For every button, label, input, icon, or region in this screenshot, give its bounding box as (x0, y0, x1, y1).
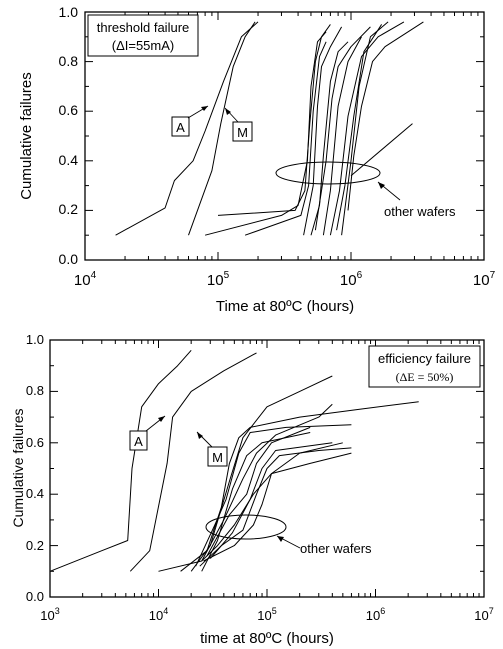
series-line-wafer (350, 123, 413, 177)
x-tick-label: 107 (473, 270, 496, 289)
other-wafers-ellipse (205, 514, 287, 540)
series-label-a: A (176, 120, 185, 135)
legend-title: efficiency failure (378, 351, 471, 366)
series-label-m: M (237, 125, 248, 140)
axis-ticks (49, 339, 484, 598)
series-line-wafer (206, 426, 311, 557)
y-tick-label: 0.2 (59, 201, 79, 217)
other-wafers-ellipse (275, 161, 381, 185)
series-line-wafer (195, 424, 352, 567)
x-tick-label: 106 (366, 606, 385, 623)
arrowhead (201, 106, 208, 111)
y-tick-label: 0.2 (26, 538, 44, 553)
series-line-wafer (303, 26, 343, 236)
series-label-box (171, 116, 190, 137)
legend-subtitle: (ΔI=55mA) (112, 38, 175, 53)
series-label-a: A (134, 434, 143, 449)
series-line-a (49, 349, 192, 572)
chart-threshold: 0.0 0.2 0.4 0.6 0.8 1.0 104 105 106 107 … (18, 4, 496, 315)
series-line-wafer (217, 24, 331, 216)
y-axis-title: Cumulative failures (10, 408, 26, 527)
series-line-m (188, 21, 256, 236)
legend-title: threshold failure (97, 20, 190, 35)
x-tick-label: 105 (257, 606, 276, 623)
y-tick-label: 0.4 (26, 486, 44, 501)
x-axis-title: Time at 80ºC (hours) (216, 298, 354, 315)
y-tick-label: 1.0 (26, 332, 44, 347)
x-tick-label: 107 (474, 606, 493, 623)
series-line-wafer (314, 26, 371, 231)
series-line-wafer (201, 432, 311, 572)
series-line-wafer (310, 41, 349, 236)
y-axis-title: Cumulative failures (18, 72, 35, 200)
x-tick-label: 105 (207, 270, 230, 289)
series-line-wafer (336, 24, 383, 231)
arrowhead (197, 432, 203, 439)
series-line-wafer (201, 403, 333, 562)
series-label-box (207, 446, 228, 467)
arrowhead (225, 108, 231, 115)
legend-subtitle: (ΔE = 50%) (396, 370, 454, 384)
x-tick-label: 103 (40, 606, 59, 623)
x-axis-title: time at 80ºC (hours) (200, 630, 334, 647)
series-line-wafer (329, 21, 405, 236)
series-line-wafer (204, 31, 327, 236)
x-tick-label: 104 (74, 270, 97, 289)
y-tick-label: 0.8 (59, 53, 79, 69)
x-tick-label: 104 (149, 606, 168, 623)
x-tick-label: 106 (340, 270, 363, 289)
arrowhead (277, 536, 284, 542)
series-label-box (129, 430, 148, 451)
series-line-wafer (209, 442, 333, 559)
y-tick-label: 0.0 (59, 251, 79, 267)
series-line-wafer (347, 21, 424, 211)
series-line-wafer (158, 442, 343, 572)
legend-box (87, 14, 199, 57)
series-group (49, 349, 419, 572)
series-line-wafer (199, 447, 352, 567)
series-group (115, 21, 424, 236)
y-tick-label: 0.6 (59, 102, 79, 118)
series-line-wafer (244, 41, 327, 236)
series-line-a (115, 21, 259, 236)
other-wafers-label: other wafers (300, 541, 372, 556)
series-line-wafer (341, 21, 389, 236)
legend-box (368, 345, 481, 388)
series-label-box (232, 121, 253, 142)
y-tick-label: 0.0 (26, 589, 44, 604)
y-tick-label: 0.6 (26, 435, 44, 450)
series-line-wafer (203, 452, 352, 562)
series-label-m: M (212, 450, 223, 465)
y-tick-label: 0.4 (59, 152, 79, 168)
series-line-wafer (322, 36, 362, 236)
series-line-wafer (180, 401, 419, 572)
series-line-m (129, 352, 257, 572)
y-tick-label: 0.8 (26, 383, 44, 398)
y-tick-label: 1.0 (59, 4, 79, 20)
other-wafers-label: other wafers (384, 204, 456, 219)
chart-efficiency: 0.0 0.2 0.4 0.6 0.8 1.0 103 104 105 106 … (10, 332, 494, 647)
arrowhead (158, 416, 165, 422)
arrowhead (378, 182, 385, 189)
